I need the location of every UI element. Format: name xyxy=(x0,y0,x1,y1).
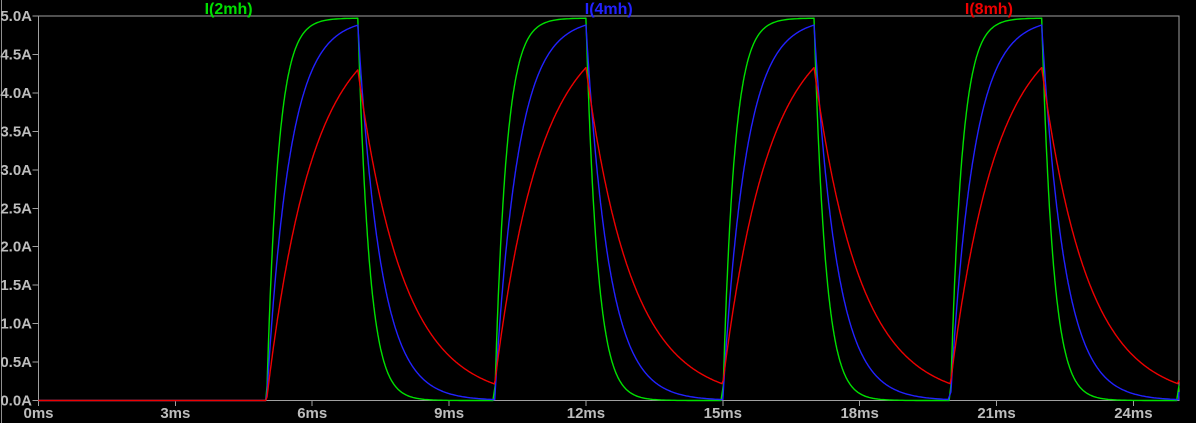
x-axis-tick-label: 6ms xyxy=(297,405,327,422)
y-axis-tick-label: 2.5A xyxy=(0,200,32,217)
x-axis-tick-label: 0ms xyxy=(23,405,53,422)
x-axis-tick-label: 18ms xyxy=(840,405,878,422)
y-axis-tick-label: 3.0A xyxy=(0,162,32,179)
plot-border xyxy=(38,15,1180,401)
x-axis-tick-label: 12ms xyxy=(567,405,605,422)
x-axis-tick-label: 24ms xyxy=(1114,405,1152,422)
trace-i8mh xyxy=(38,66,1180,402)
y-axis-tick-label: 4.0A xyxy=(0,85,32,102)
y-axis-tick-label: 1.5A xyxy=(0,277,32,294)
y-axis-tick-label: 5.0A xyxy=(0,8,32,25)
y-axis-tick-label: 3.5A xyxy=(0,123,32,140)
trace-legend: I(2mh) I(4mh) I(8mh) xyxy=(0,0,1196,18)
trace-label-i8mh[interactable]: I(8mh) xyxy=(964,1,1013,18)
x-axis-tick-label: 21ms xyxy=(977,405,1015,422)
y-axis-tick-label: 4.5A xyxy=(0,46,32,63)
x-axis-tick-label: 3ms xyxy=(160,405,190,422)
trace-label-i4mh[interactable]: I(4mh) xyxy=(584,1,633,18)
y-axis-tick-label: 0.0A xyxy=(0,393,32,410)
trace-i4mh xyxy=(38,24,1180,402)
y-axis-tick-label: 2.0A xyxy=(0,239,32,256)
trace-label-i2mh[interactable]: I(2mh) xyxy=(204,1,253,18)
x-axis-tick-label: 15ms xyxy=(704,405,742,422)
y-axis-tick-label: 1.0A xyxy=(0,316,32,333)
window-left-edge xyxy=(1,0,2,423)
trace-i2mh xyxy=(38,17,1180,402)
y-axis-tick-label: 0.5A xyxy=(0,354,32,371)
x-axis-tick-label: 9ms xyxy=(434,405,464,422)
